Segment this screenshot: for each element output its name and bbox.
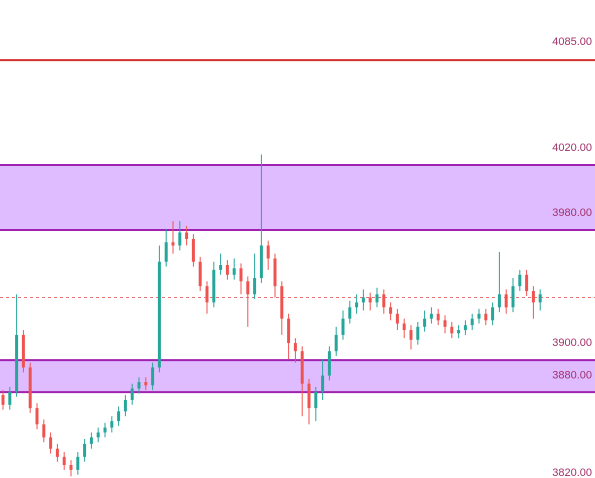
candle-body bbox=[423, 318, 427, 327]
candle-body bbox=[321, 375, 325, 392]
y-tick-label: 4085.00 bbox=[552, 36, 592, 48]
candle-body bbox=[287, 318, 291, 344]
candle-body bbox=[538, 294, 542, 303]
candle-body bbox=[443, 320, 447, 327]
zone bbox=[0, 360, 595, 393]
candle-body bbox=[429, 313, 433, 319]
candle-body bbox=[293, 343, 297, 352]
candle-body bbox=[280, 286, 284, 319]
candle-body bbox=[307, 383, 311, 409]
candle-body bbox=[314, 391, 318, 409]
candle-body bbox=[239, 268, 243, 282]
candle-body bbox=[15, 334, 19, 392]
y-tick-label: 3900.00 bbox=[552, 337, 592, 349]
candle-body bbox=[171, 242, 175, 246]
candle-body bbox=[164, 242, 168, 262]
candle-body bbox=[42, 424, 46, 438]
candle-body bbox=[341, 318, 345, 335]
candle-body bbox=[232, 268, 236, 275]
candle-body bbox=[463, 325, 467, 331]
candle-body bbox=[96, 432, 100, 438]
candle-body bbox=[253, 278, 257, 295]
candle-body bbox=[246, 281, 250, 295]
candle-body bbox=[185, 232, 189, 239]
candle-body bbox=[402, 323, 406, 331]
candle-body bbox=[491, 307, 495, 321]
candle-body bbox=[436, 313, 440, 321]
candle-body bbox=[225, 265, 229, 275]
candle-body bbox=[157, 261, 161, 368]
candle-body bbox=[375, 294, 379, 303]
y-tick-label: 3820.00 bbox=[552, 467, 592, 478]
candle-body bbox=[123, 399, 127, 412]
candle-body bbox=[21, 334, 25, 368]
candle-body bbox=[198, 261, 202, 287]
candle-body bbox=[55, 448, 59, 457]
y-tick-label: 3880.00 bbox=[552, 369, 592, 381]
candle-body bbox=[484, 313, 488, 321]
candle-body bbox=[130, 388, 134, 400]
candle-body bbox=[334, 334, 338, 352]
candle-body bbox=[300, 351, 304, 384]
candle-body bbox=[327, 351, 331, 376]
candle-body bbox=[395, 313, 399, 324]
candle-body bbox=[518, 274, 522, 287]
candle-body bbox=[144, 382, 148, 386]
candle-body bbox=[35, 408, 39, 425]
candle-body bbox=[504, 294, 508, 308]
candle-body bbox=[382, 294, 386, 308]
y-tick-label: 4020.00 bbox=[552, 142, 592, 154]
candle-body bbox=[409, 330, 413, 340]
candle-body bbox=[49, 437, 53, 449]
candle-body bbox=[117, 411, 121, 422]
candle-body bbox=[69, 464, 73, 470]
candle-body bbox=[8, 391, 12, 405]
candle-body bbox=[28, 367, 32, 409]
candle-body bbox=[497, 294, 501, 308]
zone bbox=[0, 165, 595, 231]
candle-body bbox=[457, 330, 461, 334]
candle-body bbox=[368, 297, 372, 303]
candle-body bbox=[266, 245, 270, 259]
candle-body bbox=[191, 239, 195, 262]
candle-body bbox=[389, 307, 393, 314]
candle-body bbox=[83, 443, 87, 457]
candle-body bbox=[89, 437, 93, 444]
candle-body bbox=[531, 291, 535, 303]
candle-body bbox=[416, 326, 420, 340]
candle-body bbox=[219, 265, 223, 270]
candle-body bbox=[273, 258, 277, 287]
candle-body bbox=[525, 274, 529, 292]
candle-body bbox=[259, 245, 263, 279]
candle-body bbox=[212, 269, 216, 303]
candle-body bbox=[1, 395, 5, 405]
candle-body bbox=[103, 427, 107, 433]
candle-body bbox=[76, 456, 80, 470]
candle-body bbox=[110, 421, 114, 428]
candle-body bbox=[137, 382, 141, 389]
candle-body bbox=[355, 302, 359, 308]
candle-body bbox=[470, 318, 474, 326]
y-tick-label: 3980.00 bbox=[552, 207, 592, 219]
candle-body bbox=[361, 297, 365, 303]
candle-body bbox=[151, 367, 155, 386]
candle-body bbox=[62, 456, 66, 465]
candle-body bbox=[450, 326, 454, 334]
candle-body bbox=[511, 286, 515, 308]
candle-body bbox=[205, 286, 209, 303]
candle-body bbox=[348, 307, 352, 319]
candle-body bbox=[477, 313, 481, 319]
candle-body bbox=[178, 232, 182, 246]
